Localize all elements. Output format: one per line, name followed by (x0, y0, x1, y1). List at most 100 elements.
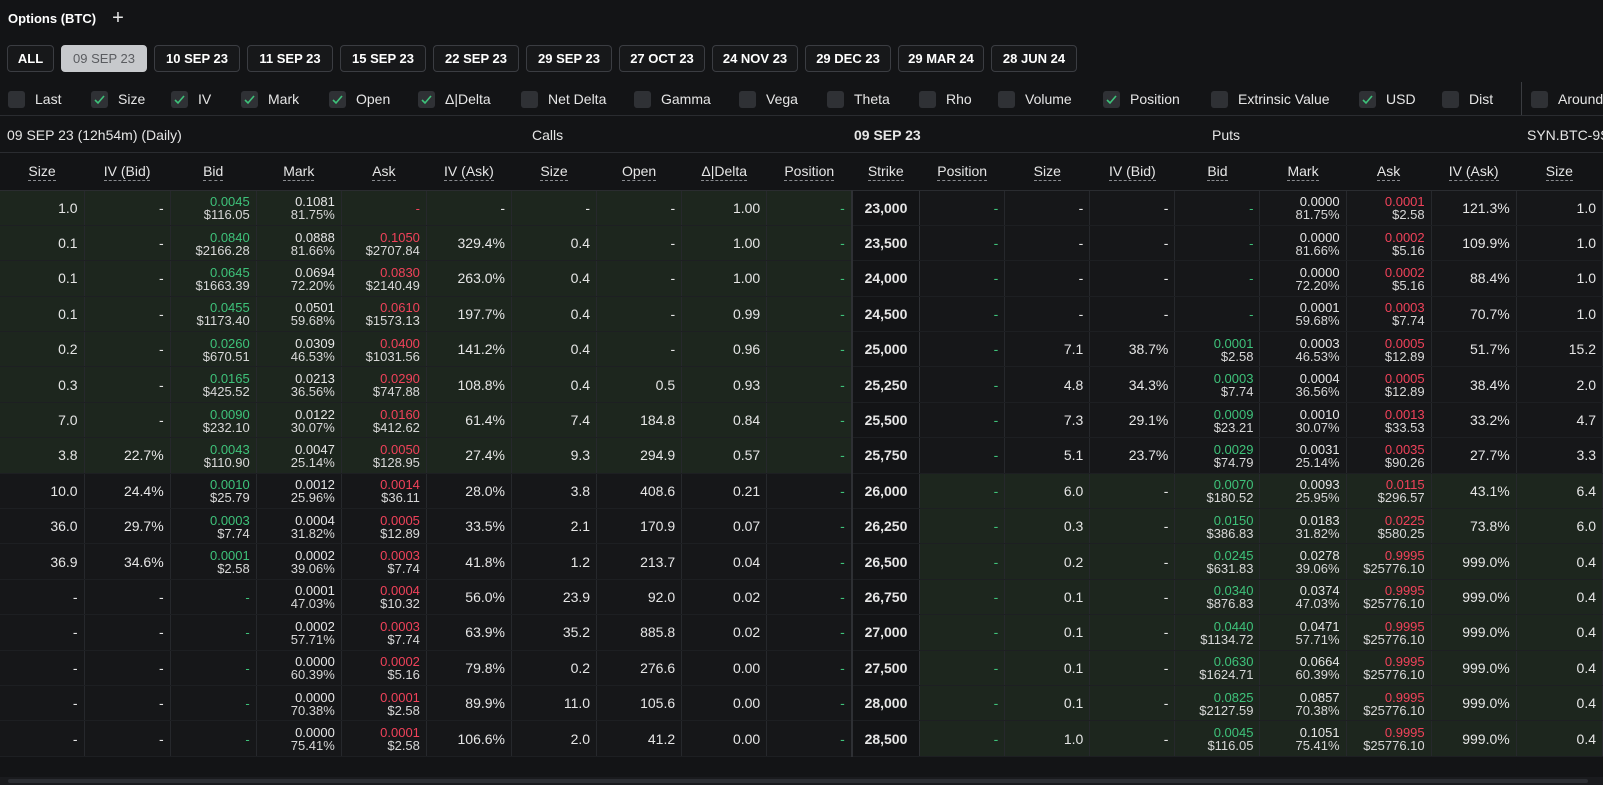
put-iv-bid[interactable]: - (1089, 473, 1176, 510)
call-iv-bid[interactable]: - (84, 650, 171, 686)
call-open[interactable]: - (596, 260, 683, 297)
call-bid[interactable]: - (170, 650, 257, 686)
call-size-bid[interactable]: 36.0 (0, 508, 85, 545)
call-size-bid[interactable]: - (0, 720, 85, 757)
call-position[interactable]: - (766, 366, 853, 403)
date-tab-29-dec-23[interactable]: 29 DEC 23 (805, 45, 891, 72)
strike-cell[interactable]: 26,500 (850, 543, 921, 580)
call-size-ask[interactable]: 1.2 (511, 543, 598, 580)
call-iv-ask[interactable]: 141.2% (426, 331, 512, 368)
call-bid[interactable]: 0.0645 $1663.39 (170, 260, 257, 297)
toggle-net-delta[interactable]: Net Delta (521, 90, 606, 108)
call-delta[interactable]: 0.02 (681, 614, 768, 651)
put-iv-bid[interactable]: - (1089, 260, 1176, 297)
call-delta[interactable]: 1.00 (681, 260, 768, 297)
checkbox-icon[interactable] (1531, 90, 1548, 108)
toggle-delta[interactable]: Δ|Delta (418, 90, 491, 108)
put-ask[interactable]: 0.0001 $2.58 (1346, 190, 1432, 226)
put-size-bid[interactable]: 5.1 (1004, 437, 1091, 474)
call-iv-ask[interactable]: 108.8% (426, 366, 512, 403)
put-iv-ask[interactable]: 88.4% (1431, 260, 1517, 297)
strike-cell[interactable]: 28,000 (850, 685, 921, 722)
put-size-ask[interactable]: 15.2 (1516, 331, 1603, 368)
put-iv-bid[interactable]: - (1089, 650, 1176, 686)
call-delta[interactable]: 0.93 (681, 366, 768, 403)
put-size-ask[interactable]: 1.0 (1516, 296, 1603, 333)
call-size-ask[interactable]: 0.4 (511, 366, 598, 403)
call-size-ask[interactable]: 2.1 (511, 508, 598, 545)
put-position[interactable]: - (919, 579, 1006, 616)
put-mark[interactable]: 0.0093 25.95% (1259, 473, 1347, 510)
call-ask[interactable]: 0.0004 $10.32 (341, 579, 427, 616)
call-ask[interactable]: 0.1050 $2707.84 (341, 225, 427, 262)
call-position[interactable]: - (766, 685, 853, 722)
put-iv-ask[interactable]: 51.7% (1431, 331, 1517, 368)
call-bid[interactable]: 0.0165 $425.52 (170, 366, 257, 403)
call-size-bid[interactable]: - (0, 650, 85, 686)
call-iv-ask[interactable]: 63.9% (426, 614, 512, 651)
call-ask[interactable]: 0.0002 $5.16 (341, 650, 427, 686)
call-delta[interactable]: 1.00 (681, 225, 768, 262)
call-open[interactable]: 41.2 (596, 720, 683, 757)
call-size-bid[interactable]: 0.1 (0, 225, 85, 262)
call-size-bid[interactable]: 0.3 (0, 366, 85, 403)
call-delta[interactable]: 0.84 (681, 402, 768, 439)
call-iv-bid[interactable]: - (84, 614, 171, 651)
put-size-bid[interactable]: 0.1 (1004, 650, 1091, 686)
put-size-bid[interactable]: 0.1 (1004, 614, 1091, 651)
checkbox-icon[interactable] (739, 90, 756, 108)
checkbox-icon[interactable] (919, 90, 936, 108)
strike-cell[interactable]: 25,500 (850, 402, 921, 439)
call-iv-ask[interactable]: 28.0% (426, 473, 512, 510)
call-iv-ask[interactable]: 56.0% (426, 579, 512, 616)
add-tab-button[interactable]: + (112, 7, 124, 29)
call-iv-bid[interactable]: - (84, 331, 171, 368)
put-size-ask[interactable]: 1.0 (1516, 260, 1603, 297)
call-size-bid[interactable]: - (0, 579, 85, 616)
call-ask[interactable]: 0.0001 $2.58 (341, 685, 427, 722)
put-iv-ask[interactable]: 38.4% (1431, 366, 1517, 403)
put-bid[interactable]: 0.0045 $116.05 (1174, 720, 1261, 757)
put-iv-bid[interactable]: 34.3% (1089, 366, 1176, 403)
put-mark[interactable]: 0.0004 36.56% (1259, 366, 1347, 403)
put-bid[interactable]: 0.0630 $1624.71 (1174, 650, 1261, 686)
call-bid[interactable]: 0.0043 $110.90 (170, 437, 257, 474)
put-iv-ask[interactable]: 999.0% (1431, 543, 1517, 580)
call-open[interactable]: - (596, 225, 683, 262)
call-open[interactable]: 276.6 (596, 650, 683, 686)
put-size-bid[interactable]: 6.0 (1004, 473, 1091, 510)
put-header-iv-ask[interactable]: IV (Ask) (1431, 153, 1517, 191)
call-header-iv-bid[interactable]: IV (Bid) (84, 153, 171, 191)
call-size-bid[interactable]: - (0, 685, 85, 722)
date-tab-22-sep-23[interactable]: 22 SEP 23 (433, 45, 519, 72)
put-mark[interactable]: 0.0001 59.68% (1259, 296, 1347, 333)
call-open[interactable]: - (596, 331, 683, 368)
toggle-iv[interactable]: IV (171, 90, 211, 108)
call-header-size[interactable]: Size (511, 153, 597, 191)
call-mark[interactable]: 0.0002 57.71% (256, 614, 342, 651)
date-tab-28-jun-24[interactable]: 28 JUN 24 (991, 45, 1077, 72)
strike-cell[interactable]: 26,750 (850, 579, 921, 616)
date-tab-09-sep-23[interactable]: 09 SEP 23 (61, 45, 147, 72)
call-iv-bid[interactable]: - (84, 402, 171, 439)
put-ask[interactable]: 0.9995 $25776.10 (1346, 579, 1432, 616)
toggle-around[interactable]: Around (1531, 90, 1603, 108)
toggle-usd[interactable]: USD (1359, 90, 1416, 108)
put-iv-bid[interactable]: - (1089, 508, 1176, 545)
put-size-bid[interactable]: 1.0 (1004, 720, 1091, 757)
put-ask[interactable]: 0.0005 $12.89 (1346, 331, 1432, 368)
put-mark[interactable]: 0.0664 60.39% (1259, 650, 1347, 686)
call-ask[interactable]: 0.0400 $1031.56 (341, 331, 427, 368)
call-iv-bid[interactable]: - (84, 685, 171, 722)
call-bid[interactable]: 0.0045 $116.05 (170, 190, 257, 226)
call-mark[interactable]: 0.1081 81.75% (256, 190, 342, 226)
put-mark[interactable]: 0.0031 25.14% (1259, 437, 1347, 474)
call-mark[interactable]: 0.0888 81.66% (256, 225, 342, 262)
call-open[interactable]: 885.8 (596, 614, 683, 651)
toggle-theta[interactable]: Theta (827, 90, 890, 108)
put-size-bid[interactable]: 7.1 (1004, 331, 1091, 368)
toggle-rho[interactable]: Rho (919, 90, 972, 108)
call-header-size[interactable]: Size (0, 153, 85, 191)
call-iv-ask[interactable]: 27.4% (426, 437, 512, 474)
put-bid[interactable]: 0.0070 $180.52 (1174, 473, 1261, 510)
